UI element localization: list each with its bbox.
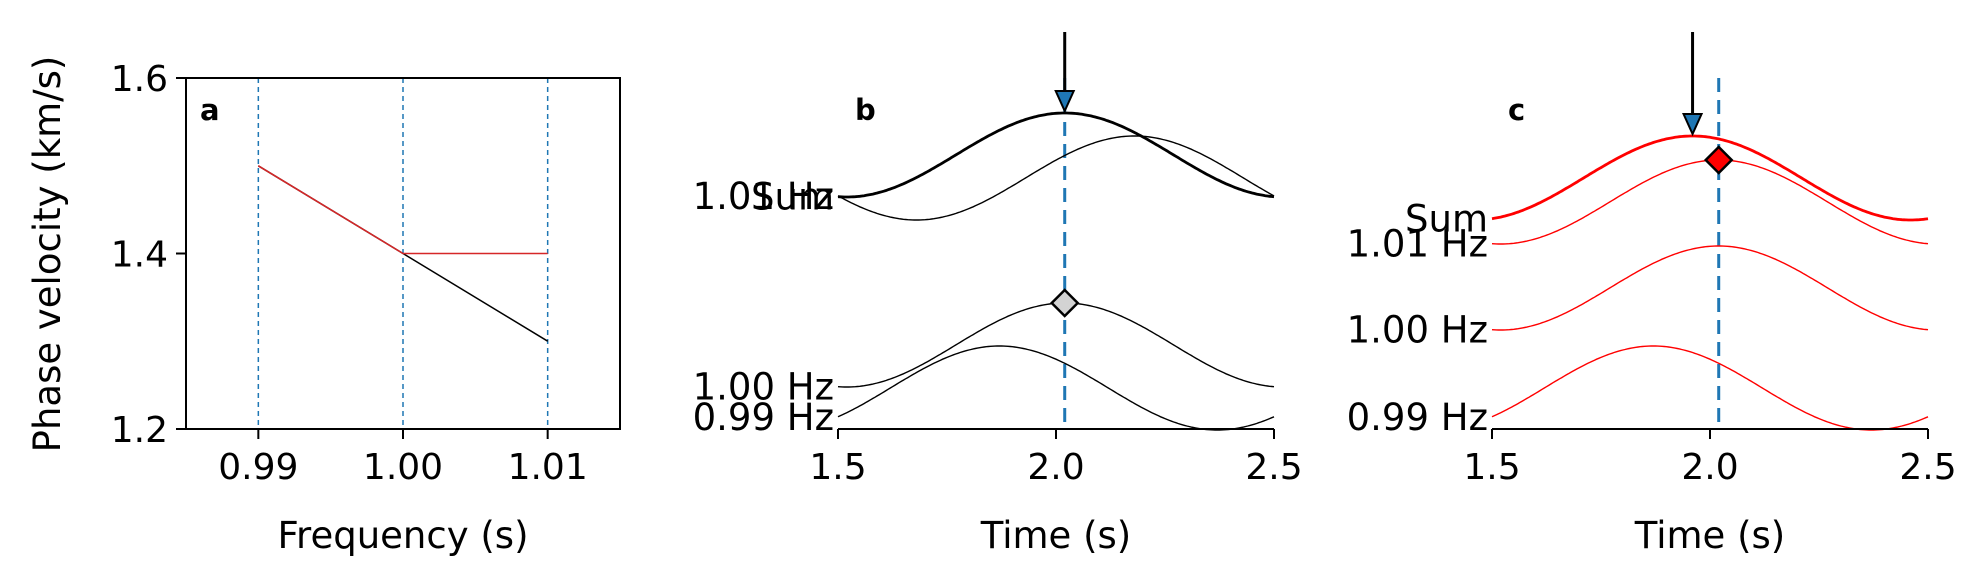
c-x-tick-label-0: 1.5 xyxy=(1463,447,1520,488)
c-trace-label-2: 1.00 Hz xyxy=(1347,309,1488,352)
c-x-tick-label-2: 2.5 xyxy=(1899,447,1956,488)
b-peak-marker xyxy=(1049,288,1080,318)
a-y-ticks: 1.2 1.4 1.6 xyxy=(111,59,186,451)
a-x-axis-label: Frequency (s) xyxy=(277,514,528,557)
panel-b-letter: b xyxy=(855,93,876,127)
b-x-tick-label-0: 1.5 xyxy=(809,447,866,488)
b-trace-1 xyxy=(837,135,1275,221)
b-x-tick-label-1: 2.0 xyxy=(1027,447,1084,488)
c-x-ticks: 1.5 2.0 2.5 xyxy=(1463,429,1957,488)
a-y-axis-label: Phase velocity (km/s) xyxy=(26,56,69,453)
a-series xyxy=(257,165,549,342)
a-series-line-1 xyxy=(257,165,548,255)
c-x-axis-label: Time (s) xyxy=(1634,514,1785,557)
b-x-tick-label-2: 2.5 xyxy=(1245,447,1302,488)
c-trace-1 xyxy=(1491,159,1929,245)
c-x-tick-label-1: 2.0 xyxy=(1681,447,1738,488)
c-peak-marker xyxy=(1703,145,1734,175)
c-trace-0 xyxy=(1491,134,1929,222)
b-trace-2 xyxy=(837,302,1275,388)
a-y-tick-label-0: 1.2 xyxy=(111,410,168,451)
c-arrow-head xyxy=(1682,113,1704,137)
panel-c-letter: c xyxy=(1508,93,1525,127)
c-trace-label-1: 1.01 Hz xyxy=(1347,223,1488,266)
panel-a-letter: a xyxy=(200,93,220,127)
a-y-tick-label-2: 1.6 xyxy=(111,59,168,100)
b-trace-label-1: 1.01 Hz xyxy=(693,175,834,218)
a-x-tick-label-0: 0.99 xyxy=(218,447,298,488)
a-x-tick-label-1: 1.00 xyxy=(363,447,443,488)
b-x-ticks: 1.5 2.0 2.5 xyxy=(809,429,1303,488)
b-trace-3 xyxy=(837,345,1275,431)
c-trace-3 xyxy=(1491,345,1929,431)
b-arrow-head xyxy=(1054,90,1076,114)
b-x-axis-label: Time (s) xyxy=(980,514,1131,557)
b-trace-label-2: 1.00 Hz xyxy=(693,366,834,409)
a-x-tick-label-2: 1.01 xyxy=(508,447,588,488)
c-trace-label-0: Sum xyxy=(1405,198,1488,241)
b-trace-label-0: Sum xyxy=(751,176,834,219)
a-y-tick-label-1: 1.4 xyxy=(111,235,168,276)
b-trace-0 xyxy=(837,111,1275,199)
c-trace-label-3: 0.99 Hz xyxy=(1347,396,1488,439)
c-trace-2 xyxy=(1491,245,1929,331)
a-x-ticks: 0.99 1.00 1.01 xyxy=(218,429,588,488)
b-trace-label-3: 0.99 Hz xyxy=(693,396,834,439)
panel-a: a 0.99 1.00 1.01 1.2 1.4 1.6 Frequency (s) P… xyxy=(26,56,621,557)
